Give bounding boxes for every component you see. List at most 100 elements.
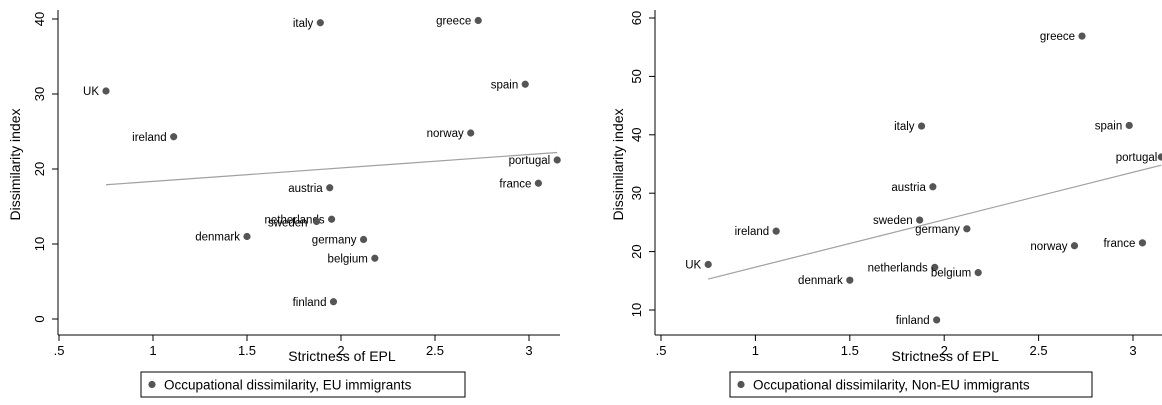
point-label: UK	[685, 259, 701, 271]
data-point	[1138, 239, 1147, 247]
y-tick-label: 40	[629, 128, 644, 142]
legend-box	[729, 371, 1093, 398]
data-point	[974, 269, 982, 277]
x-tick-label: 1	[752, 343, 759, 358]
point-label: denmark	[195, 232, 240, 244]
y-tick-label: 10	[629, 303, 644, 317]
x-tick-label: 2	[337, 343, 344, 358]
legend-marker	[737, 380, 745, 389]
y-axis-title: Dissimilarity index	[610, 108, 626, 220]
data-point	[772, 227, 780, 235]
data-point	[1078, 32, 1086, 40]
y-axis-title: Dissimilarity index	[7, 108, 23, 220]
x-tick-label: 1.5	[238, 343, 256, 358]
data-point	[931, 263, 939, 271]
data-point	[917, 122, 926, 130]
data-point	[170, 133, 178, 141]
point-label: germany	[915, 224, 960, 236]
x-tick-label: 2	[941, 343, 948, 358]
legend-marker	[148, 380, 156, 389]
data-point	[328, 215, 336, 223]
x-tick-label: 2.5	[426, 343, 444, 358]
x-tick-label: .5	[54, 343, 65, 358]
x-tick-label: 2.5	[1030, 343, 1048, 358]
point-label: greece	[436, 16, 471, 28]
x-tick-label: 1	[149, 343, 156, 358]
x-tick-label: 3	[525, 343, 532, 358]
point-label: sweden	[873, 215, 913, 227]
point-label: france	[1103, 238, 1135, 250]
data-point	[1070, 242, 1079, 250]
point-label: belgium	[931, 268, 971, 280]
point-label: sweden	[268, 218, 308, 230]
y-tick-label: 0	[32, 315, 47, 322]
x-tick-label: 3	[1129, 343, 1136, 358]
data-point	[521, 80, 529, 88]
point-label: denmark	[798, 275, 843, 287]
point-label: norway	[427, 128, 464, 140]
point-label: germany	[312, 235, 357, 247]
data-point	[1157, 153, 1162, 161]
point-label: france	[499, 178, 531, 190]
point-label: spain	[1095, 120, 1123, 132]
point-label: italy	[894, 121, 915, 133]
data-point	[474, 16, 482, 25]
data-point	[846, 276, 854, 284]
x-axis-title: Strictness of EPL	[892, 348, 1000, 364]
point-label: netherlands	[264, 214, 324, 226]
point-label: austria	[891, 182, 926, 194]
y-tick-label: 10	[32, 237, 47, 251]
point-label: finland	[293, 297, 327, 309]
legend-label: Occupational dissimilarity, EU immigrant…	[164, 378, 412, 393]
y-tick-label: 60	[629, 11, 644, 25]
legend-box	[140, 371, 466, 398]
y-tick-label: 40	[32, 12, 47, 26]
y-tick-label: 30	[32, 87, 47, 101]
point-label: finland	[896, 315, 930, 327]
data-point	[534, 179, 543, 187]
data-point	[929, 183, 937, 191]
y-tick-label: 30	[629, 186, 644, 200]
y-tick-label: 20	[629, 244, 644, 258]
point-label: UK	[83, 86, 99, 98]
point-label: portugal	[509, 155, 551, 167]
data-point	[359, 235, 368, 244]
data-point	[312, 217, 321, 226]
data-point	[553, 156, 561, 164]
data-point	[916, 216, 924, 224]
x-tick-label: .5	[656, 343, 667, 358]
legend-label: Occupational dissimilarity, Non-EU immig…	[753, 378, 1030, 393]
chart-eu-immigrants: 0 10 20 30 40 .5 1 1.5 2 2.5 3 Strictness of EPL Dis…	[7, 10, 561, 398]
data-point	[704, 260, 712, 269]
fit-line	[105, 151, 558, 186]
y-tick-label: 50	[629, 69, 644, 83]
data-point	[1125, 121, 1133, 130]
legend: Occupational dissimilarity, Non-EU immig…	[729, 371, 1093, 398]
data-point	[316, 19, 324, 27]
point-label: spain	[491, 79, 519, 91]
point-label: ireland	[735, 226, 770, 238]
point-label: netherlands	[868, 262, 928, 274]
data-point	[326, 184, 334, 192]
data-point	[102, 87, 110, 95]
legend: Occupational dissimilarity, EU immigrant…	[140, 371, 466, 398]
data-point	[371, 254, 379, 262]
x-axis-title: Strictness of EPL	[288, 348, 396, 364]
data-point	[963, 225, 971, 233]
point-label: italy	[293, 18, 314, 30]
chart-non-eu-immigrants: 10 20 30 40 50 60 .5 1 1.5 2 2.5 3 Strictness of EPL…	[610, 10, 1162, 398]
data-point	[933, 316, 941, 324]
point-label: belgium	[328, 253, 368, 265]
point-label: portugal	[1116, 152, 1158, 164]
data-point	[467, 129, 475, 137]
y-tick-label: 20	[32, 162, 47, 176]
point-label: greece	[1040, 31, 1075, 43]
point-label: austria	[288, 183, 323, 195]
x-tick-label: 1.5	[841, 343, 859, 358]
point-label: ireland	[132, 132, 167, 144]
data-point	[243, 232, 251, 241]
point-label: norway	[1030, 241, 1067, 253]
fit-line	[708, 164, 1162, 280]
data-point	[329, 298, 338, 306]
